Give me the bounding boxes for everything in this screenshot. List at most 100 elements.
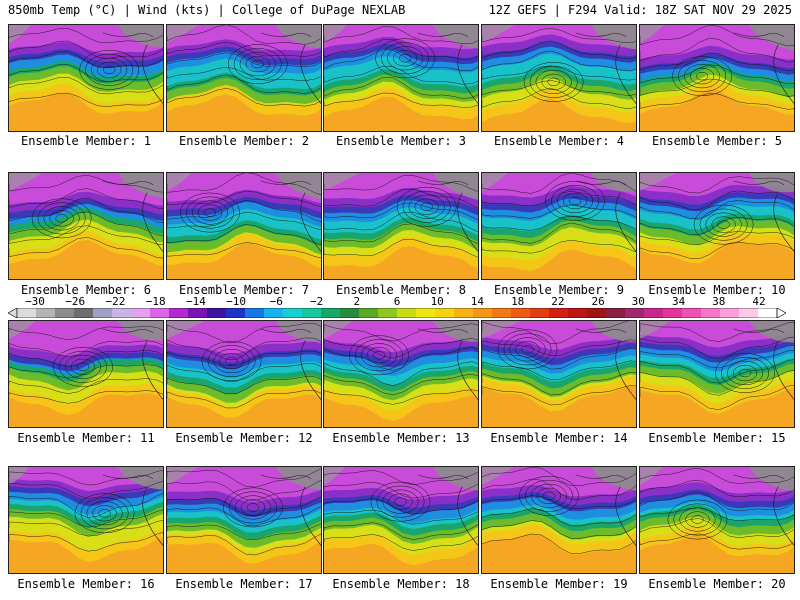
ensemble-map-panel	[639, 172, 795, 280]
colorbar-tick-label: −14	[185, 295, 206, 308]
colorbar-tick-label: 22	[551, 295, 565, 308]
ensemble-member-label: Ensemble Member: 6	[20, 283, 152, 297]
ensemble-member-label: Ensemble Member: 10	[648, 283, 786, 297]
colorbar-swatch	[549, 308, 569, 318]
colorbar-swatch	[492, 308, 512, 318]
temperature-map	[9, 25, 163, 131]
colorbar-swatch	[245, 308, 265, 318]
colorbar-tick-label: −6	[269, 295, 283, 308]
colorbar-swatch	[644, 308, 664, 318]
colorbar-tick-label: 10	[430, 295, 444, 308]
ensemble-map-panel	[481, 320, 637, 428]
ensemble-map-panel	[323, 24, 479, 132]
colorbar-tick-label: −26	[65, 295, 86, 308]
colorbar-swatch	[169, 308, 189, 318]
ensemble-member-label: Ensemble Member: 15	[648, 431, 786, 445]
temperature-map	[167, 25, 321, 131]
colorbar-tick-label: 26	[591, 295, 605, 308]
ensemble-map-panel	[481, 466, 637, 574]
colorbar-swatch	[416, 308, 436, 318]
ensemble-member-label: Ensemble Member: 7	[178, 283, 310, 297]
colorbar-tick-label: 6	[393, 295, 401, 308]
colorbar-tick-label: 38	[712, 295, 726, 308]
ensemble-map-panel	[639, 320, 795, 428]
colorbar-swatch	[587, 308, 607, 318]
colorbar-tick-label: −22	[105, 295, 126, 308]
ensemble-member-label: Ensemble Member: 19	[490, 577, 628, 591]
ensemble-map-panel	[481, 172, 637, 280]
temperature-map	[324, 25, 478, 131]
colorbar-swatch	[663, 308, 683, 318]
temperature-map	[9, 321, 163, 427]
ensemble-map-panel	[323, 466, 479, 574]
colorbar-tick-label: −2	[309, 295, 324, 308]
ensemble-member-label: Ensemble Member: 1	[20, 134, 152, 148]
colorbar-swatch	[511, 308, 531, 318]
temperature-map	[482, 321, 636, 427]
colorbar-tick-label: 14	[470, 295, 485, 308]
temperature-map	[9, 467, 163, 573]
colorbar-tick-label: −18	[145, 295, 166, 308]
ensemble-member-label: Ensemble Member: 8	[335, 283, 467, 297]
colorbar-swatch	[74, 308, 94, 318]
colorbar-swatch	[131, 308, 151, 318]
colorbar-swatch	[188, 308, 208, 318]
ensemble-map-panel	[8, 320, 164, 428]
colorbar-tick-label: 30	[631, 295, 645, 308]
ensemble-member-label: Ensemble Member: 16	[17, 577, 155, 591]
ensemble-member-label: Ensemble Member: 9	[493, 283, 625, 297]
temperature-map	[9, 173, 163, 279]
ensemble-map-panel	[323, 172, 479, 280]
colorbar-swatch	[321, 308, 341, 318]
colorbar-swatch	[720, 308, 740, 318]
colorbar-swatch	[112, 308, 132, 318]
colorbar-swatch	[150, 308, 170, 318]
ensemble-member-label: Ensemble Member: 3	[335, 134, 467, 148]
ensemble-map-panel	[8, 172, 164, 280]
colorbar-tick-label: −30	[25, 295, 45, 308]
colorbar-swatch	[17, 308, 37, 318]
colorbar-swatch	[473, 308, 493, 318]
ensemble-member-label: Ensemble Member: 20	[648, 577, 786, 591]
colorbar-swatch	[93, 308, 113, 318]
ensemble-member-label: Ensemble Member: 17	[175, 577, 313, 591]
ensemble-member-label: Ensemble Member: 4	[493, 134, 625, 148]
colorbar-swatch	[55, 308, 75, 318]
header-title: 850mb Temp (°C) | Wind (kts) | College o…	[8, 3, 406, 17]
colorbar-swatch	[36, 308, 56, 318]
temperature-map	[167, 467, 321, 573]
ensemble-map-panel	[166, 320, 322, 428]
colorbar-swatch	[625, 308, 645, 318]
ensemble-map-panel	[639, 466, 795, 574]
ensemble-member-label: Ensemble Member: 12	[175, 431, 313, 445]
ensemble-map-panel	[166, 172, 322, 280]
ensemble-map-panel	[481, 24, 637, 132]
colorbar-swatch	[359, 308, 379, 318]
colorbar-swatch	[226, 308, 246, 318]
ensemble-map-panel	[8, 24, 164, 132]
ensemble-member-label: Ensemble Member: 11	[17, 431, 155, 445]
ensemble-map-panel	[8, 466, 164, 574]
ensemble-member-label: Ensemble Member: 13	[332, 431, 470, 445]
header-valid-time: 12Z GEFS | F294 Valid: 18Z SAT NOV 29 20…	[488, 3, 792, 17]
colorbar-tick-label: 42	[752, 295, 766, 308]
ensemble-member-label: Ensemble Member: 5	[651, 134, 783, 148]
colorbar-swatch	[530, 308, 550, 318]
temperature-map	[640, 25, 794, 131]
ensemble-map-panel	[166, 466, 322, 574]
colorbar-swatch	[264, 308, 284, 318]
temperature-map	[167, 321, 321, 427]
temperature-map	[324, 173, 478, 279]
colorbar-swatch	[340, 308, 360, 318]
temperature-colorbar	[8, 308, 786, 318]
colorbar-swatch	[682, 308, 702, 318]
temperature-map	[482, 25, 636, 131]
temperature-map	[482, 173, 636, 279]
temperature-map	[482, 467, 636, 573]
colorbar-tick-label: 34	[671, 295, 686, 308]
ensemble-member-label: Ensemble Member: 14	[490, 431, 628, 445]
temperature-map	[167, 173, 321, 279]
colorbar-swatch	[302, 308, 322, 318]
colorbar-swatch	[758, 308, 778, 318]
colorbar-swatch	[454, 308, 474, 318]
